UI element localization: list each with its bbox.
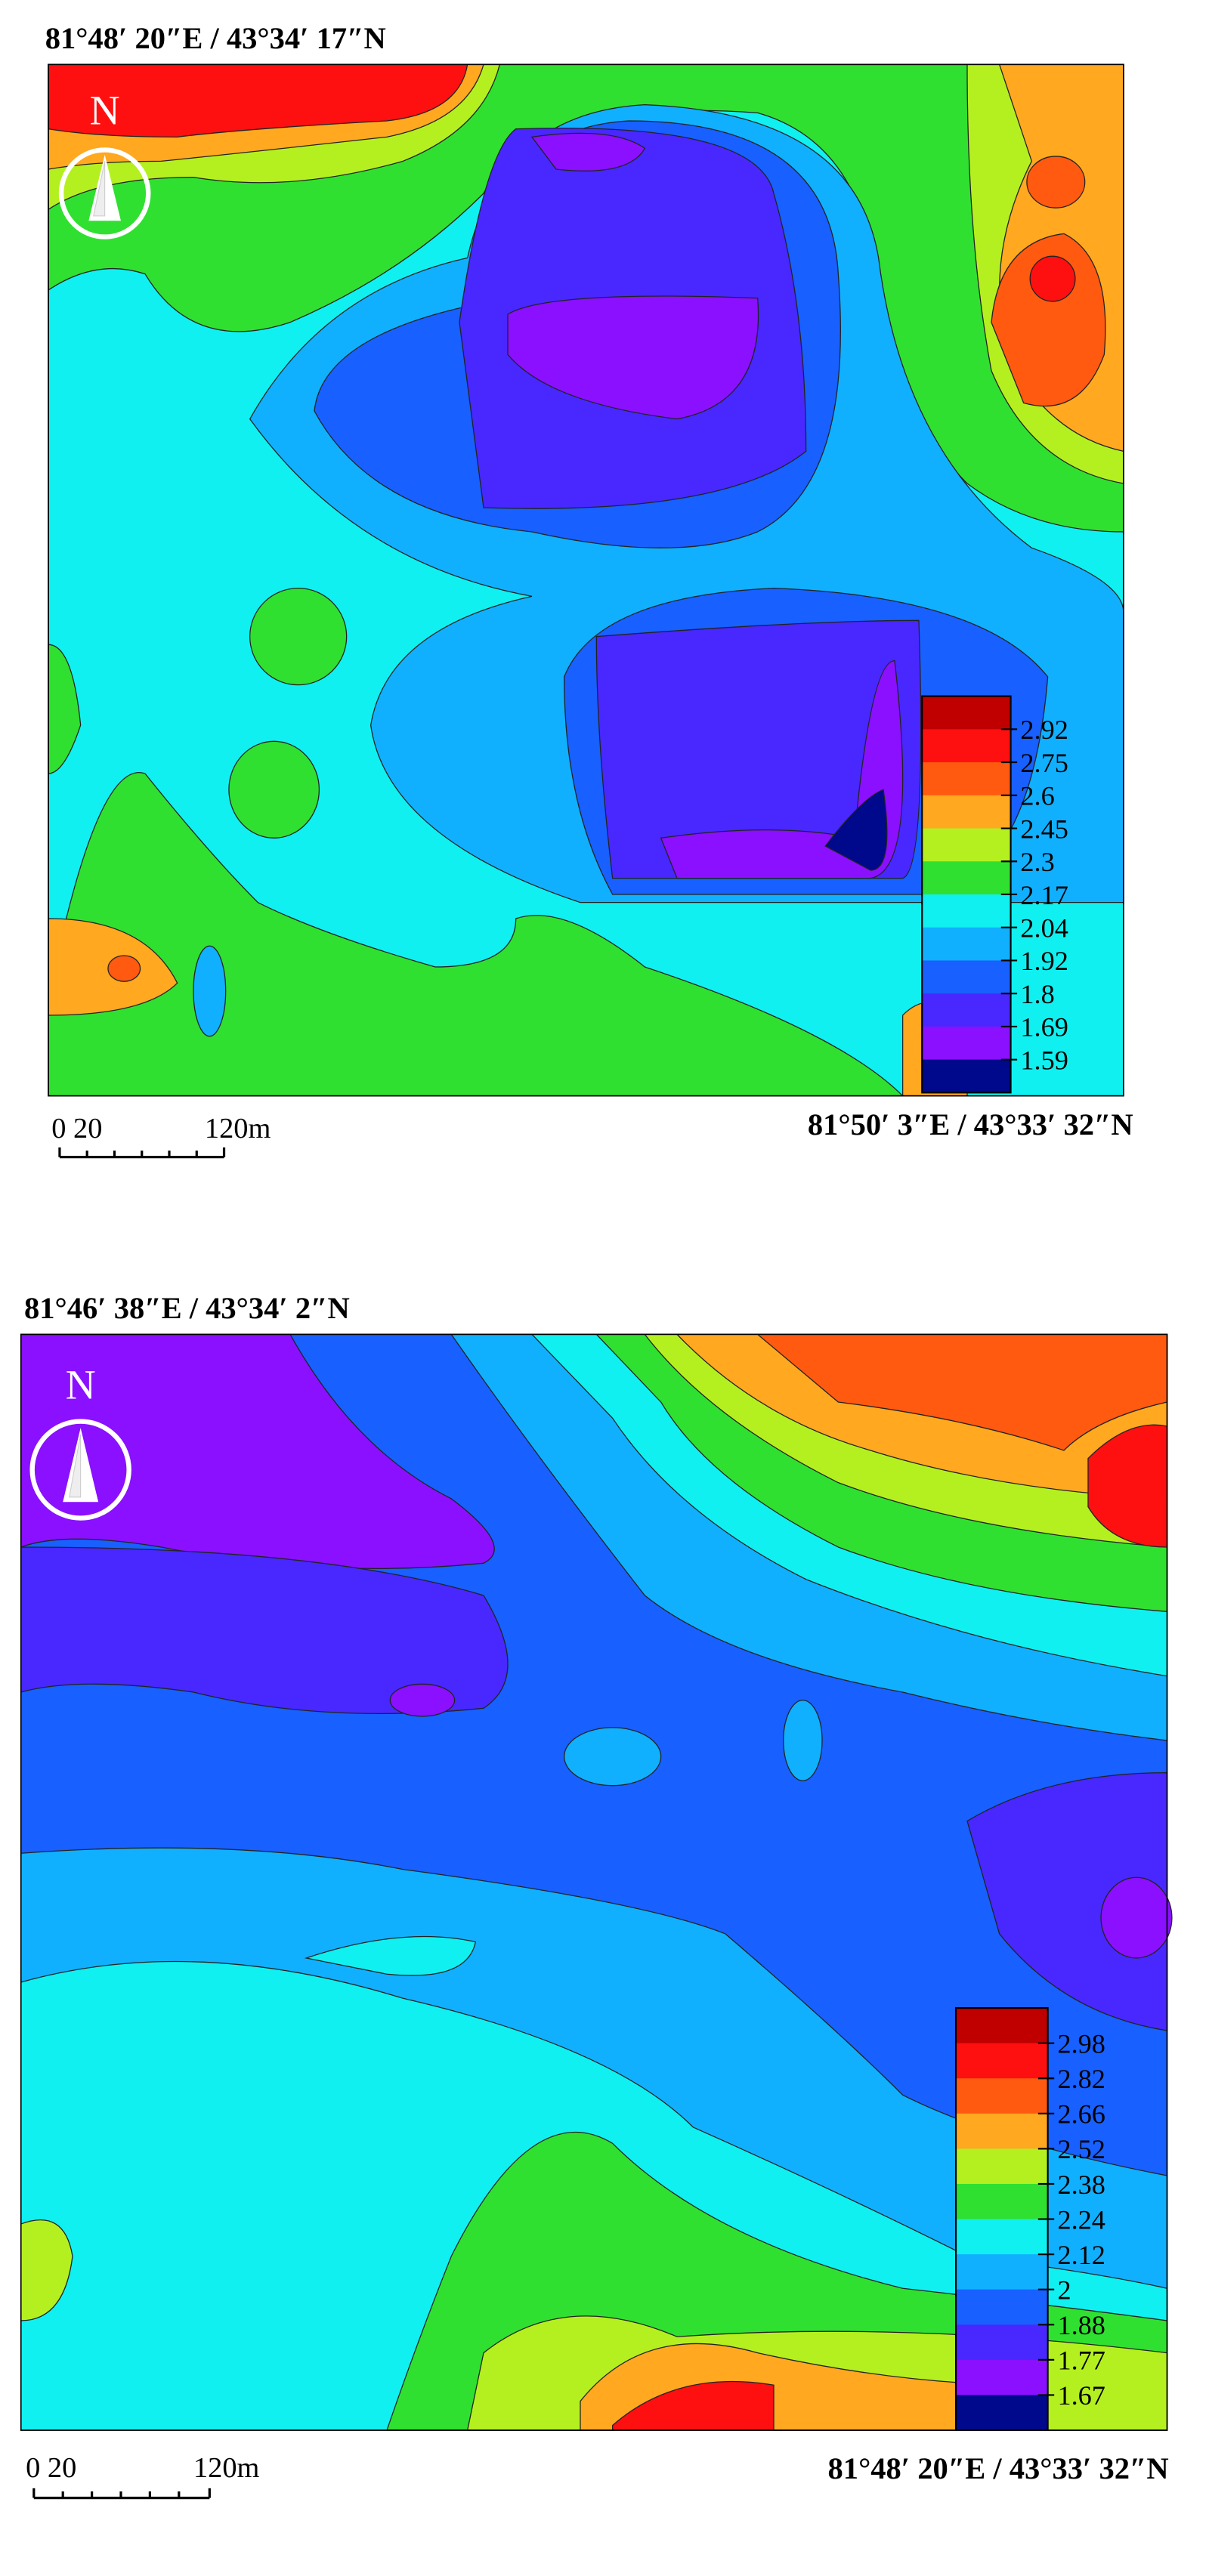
colorbar-band <box>922 861 1011 895</box>
colorbar-tick-label: 2.17 <box>1020 880 1068 910</box>
colorbar-tick-label: 1.59 <box>1020 1045 1068 1075</box>
colorbar-tick-label: 2.75 <box>1020 748 1068 778</box>
colorbar-band <box>956 2395 1048 2431</box>
colorbar-band <box>956 2183 1048 2220</box>
colorbar-band <box>922 993 1011 1027</box>
colorbar-tick-label: 2.6 <box>1020 781 1054 811</box>
scale-bar <box>58 1147 226 1159</box>
colorbar-band <box>922 762 1011 796</box>
colorbar-band <box>956 2324 1048 2361</box>
bottom-coordinate: 81°50′ 3″E / 43°33′ 32″N <box>808 1107 1133 1141</box>
scale-bar <box>32 2488 211 2500</box>
colorbar-band <box>956 2043 1048 2079</box>
colorbar-band <box>922 1059 1011 1094</box>
colorbar-tick-label: 2.38 <box>1057 2170 1105 2200</box>
north-label: N <box>66 1362 96 1408</box>
colorbar-tick-label: 2.24 <box>1057 2204 1105 2235</box>
scale-end: 120m <box>205 1113 271 1144</box>
colorbar: 2.98 2.82 2.66 2.52 2.38 2.24 2.12 2 1.88 1.77 1.6… <box>954 2007 1105 2432</box>
colorbar-tick-label: 2.45 <box>1020 814 1068 844</box>
colorbar-band <box>956 2359 1048 2396</box>
colorbar-band <box>922 795 1011 829</box>
figure-scaled: N 81°48′ 20″E / 43°34′ 17″N 81°50′ 3″E /… <box>20 21 1173 2500</box>
colorbar-tick-label: 1.69 <box>1020 1012 1068 1042</box>
top-coordinate: 81°46′ 38″E / 43°34′ 2″N <box>24 1291 350 1325</box>
colorbar-band <box>956 2219 1048 2255</box>
colorbar-tick-label: 2.82 <box>1057 2064 1105 2094</box>
colorbar-tick-label: 2.92 <box>1020 715 1068 745</box>
bottom-coordinate: 81°48′ 20″E / 43°33′ 32″N <box>828 2451 1169 2485</box>
scale-start: 0 20 <box>26 2452 76 2484</box>
colorbar-tick-label: 1.67 <box>1057 2380 1105 2411</box>
colorbar-tick-label: 1.88 <box>1057 2310 1105 2340</box>
contour-map <box>48 63 1124 1097</box>
colorbar-band <box>922 696 1011 730</box>
colorbar-tick-label: 2.3 <box>1020 847 1054 877</box>
scale-start: 0 20 <box>51 1113 102 1144</box>
colorbar-band <box>956 2078 1048 2114</box>
colorbar-band <box>956 2148 1048 2185</box>
colorbar-tick-label: 2.98 <box>1057 2028 1105 2059</box>
map-frame <box>20 1333 1168 2431</box>
colorbar-tick-label: 2 <box>1057 2275 1071 2306</box>
colorbar-tick-label: 1.8 <box>1020 979 1054 1009</box>
colorbar-band <box>922 927 1011 962</box>
colorbar: 2.922.752.62.452.32.172.041.921.81.691.5… <box>921 695 1068 1094</box>
colorbar-band <box>922 1026 1011 1061</box>
colorbar-band <box>922 894 1011 928</box>
colorbar-band <box>956 2008 1048 2044</box>
colorbar-tick-label: 1.92 <box>1020 946 1068 976</box>
colorbar-band <box>922 729 1011 763</box>
north-label: N <box>90 87 120 133</box>
colorbar-band <box>922 960 1011 994</box>
colorbar-tick-label: 1.77 <box>1057 2346 1105 2376</box>
north-arrow <box>29 1419 131 1521</box>
scale-end: 120m <box>193 2452 260 2484</box>
north-arrow <box>58 147 151 239</box>
contour-map <box>20 1333 1173 2431</box>
colorbar-tick-label: 2.12 <box>1057 2240 1105 2270</box>
top-coordinate: 81°48′ 20″E / 43°34′ 17″N <box>45 21 386 55</box>
colorbar-tick-label: 2.66 <box>1057 2099 1105 2130</box>
colorbar-tick-label: 2.52 <box>1057 2134 1105 2164</box>
colorbar-tick-label: 2.04 <box>1020 913 1068 944</box>
colorbar-band <box>956 2113 1048 2150</box>
colorbar-band <box>922 828 1011 862</box>
colorbar-band <box>956 2289 1048 2325</box>
map-frame <box>48 63 1124 1097</box>
colorbar-band <box>956 2254 1048 2290</box>
